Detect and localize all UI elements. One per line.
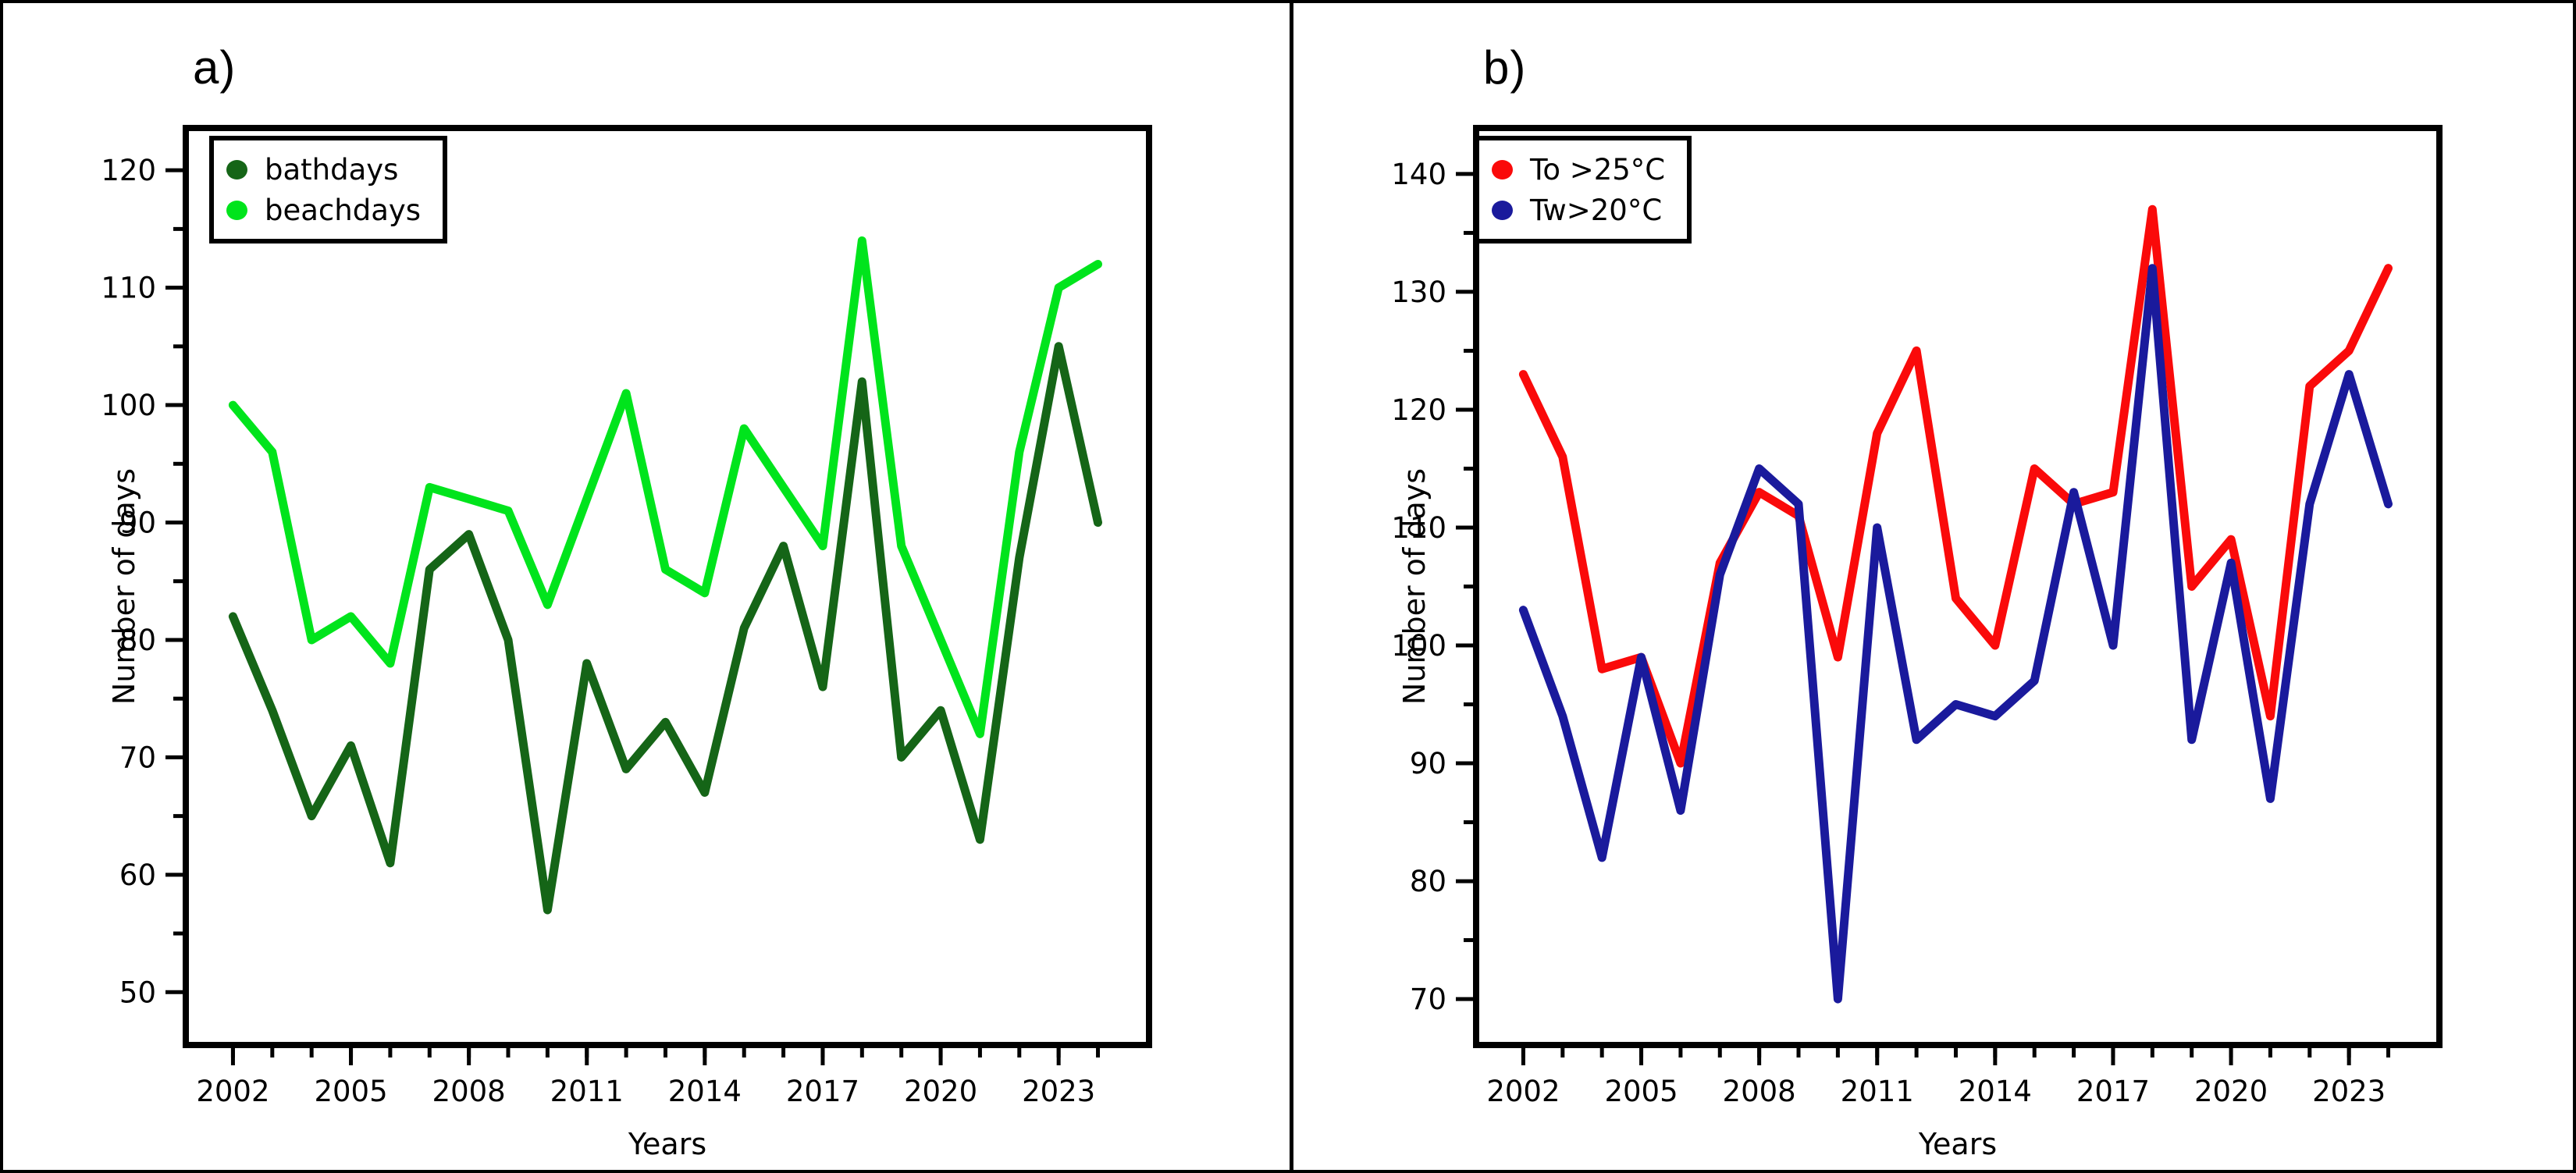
panel-b: b) 70 80 90 100 110 120 130 140 2002 2005 2008 2011… [1293, 3, 2573, 1170]
legend-item: Tw>20°C [1492, 192, 1665, 228]
svg-text:2020: 2020 [904, 1075, 977, 1108]
svg-text:2008: 2008 [1723, 1075, 1796, 1108]
y-axis-title: Number of days [107, 468, 141, 705]
legend-item: To >25°C [1492, 151, 1665, 187]
legend-label: beachdays [265, 193, 422, 227]
to-gt-25c-series-dot [1492, 159, 1513, 180]
svg-text:2011: 2011 [1841, 1075, 1914, 1108]
bathdays-series-dot [226, 159, 247, 180]
svg-text:110: 110 [101, 272, 156, 305]
svg-text:2017: 2017 [786, 1075, 859, 1108]
panel-b-label: b) [1483, 41, 1527, 94]
svg-text:130: 130 [1391, 275, 1446, 309]
legend-item: bathdays [226, 151, 421, 187]
svg-text:70: 70 [119, 741, 156, 774]
series-line-beachdays [228, 236, 1102, 738]
x-axis-title: Years [1918, 1127, 1997, 1161]
svg-text:120: 120 [1391, 393, 1446, 427]
series-line-tw-20-c [1518, 264, 2393, 1004]
svg-text:80: 80 [1410, 865, 1446, 898]
svg-text:60: 60 [119, 858, 156, 892]
svg-text:50: 50 [119, 976, 156, 1009]
svg-text:120: 120 [101, 154, 156, 187]
svg-text:2014: 2014 [668, 1075, 742, 1108]
panel-a-label: a) [193, 41, 237, 94]
legend-a: bathdays beachdays [209, 136, 448, 243]
legend-label: bathdays [265, 152, 399, 187]
legend-label: To >25°C [1530, 152, 1666, 187]
svg-text:90: 90 [1410, 747, 1446, 780]
svg-text:100: 100 [101, 389, 156, 422]
panel-a: a) 50 60 70 80 90 100 110 120 2002 2005 2008 2011 20… [3, 3, 1288, 1170]
legend-label: Tw>20°C [1530, 193, 1663, 227]
svg-text:2017: 2017 [2076, 1075, 2150, 1108]
svg-text:90: 90 [119, 507, 156, 540]
svg-text:2002: 2002 [196, 1075, 269, 1108]
svg-text:2014: 2014 [1959, 1075, 2032, 1108]
svg-text:2020: 2020 [2194, 1075, 2268, 1108]
svg-text:2005: 2005 [314, 1075, 387, 1108]
chart-b: 70 80 90 100 110 120 130 140 2002 2005 2008 2011 201… [1391, 125, 2443, 1161]
svg-text:2011: 2011 [550, 1075, 624, 1108]
svg-text:110: 110 [1391, 511, 1446, 545]
legend-b: To >25°C Tw>20°C [1475, 136, 1692, 243]
svg-text:2008: 2008 [432, 1075, 506, 1108]
svg-text:100: 100 [1391, 629, 1446, 663]
svg-text:2023: 2023 [2312, 1075, 2386, 1108]
svg-text:70: 70 [1410, 983, 1446, 1016]
svg-text:2023: 2023 [1022, 1075, 1095, 1108]
beachdays-series-dot [226, 200, 247, 220]
x-axis-title: Years [628, 1127, 706, 1161]
chart-a: 50 60 70 80 90 100 110 120 2002 2005 2008 2011 2014 2… [101, 125, 1152, 1161]
series-line-to-25-c [1518, 204, 2393, 768]
svg-text:80: 80 [119, 624, 156, 657]
svg-text:2005: 2005 [1604, 1075, 1678, 1108]
legend-item: beachdays [226, 192, 421, 228]
svg-text:140: 140 [1391, 158, 1446, 191]
tw-gt-20c-series-dot [1492, 200, 1513, 220]
series-line-bathdays [228, 342, 1102, 915]
y-axis-title: Number of days [1397, 468, 1432, 705]
svg-text:2002: 2002 [1486, 1075, 1560, 1108]
panel-divider [1290, 3, 1293, 1170]
